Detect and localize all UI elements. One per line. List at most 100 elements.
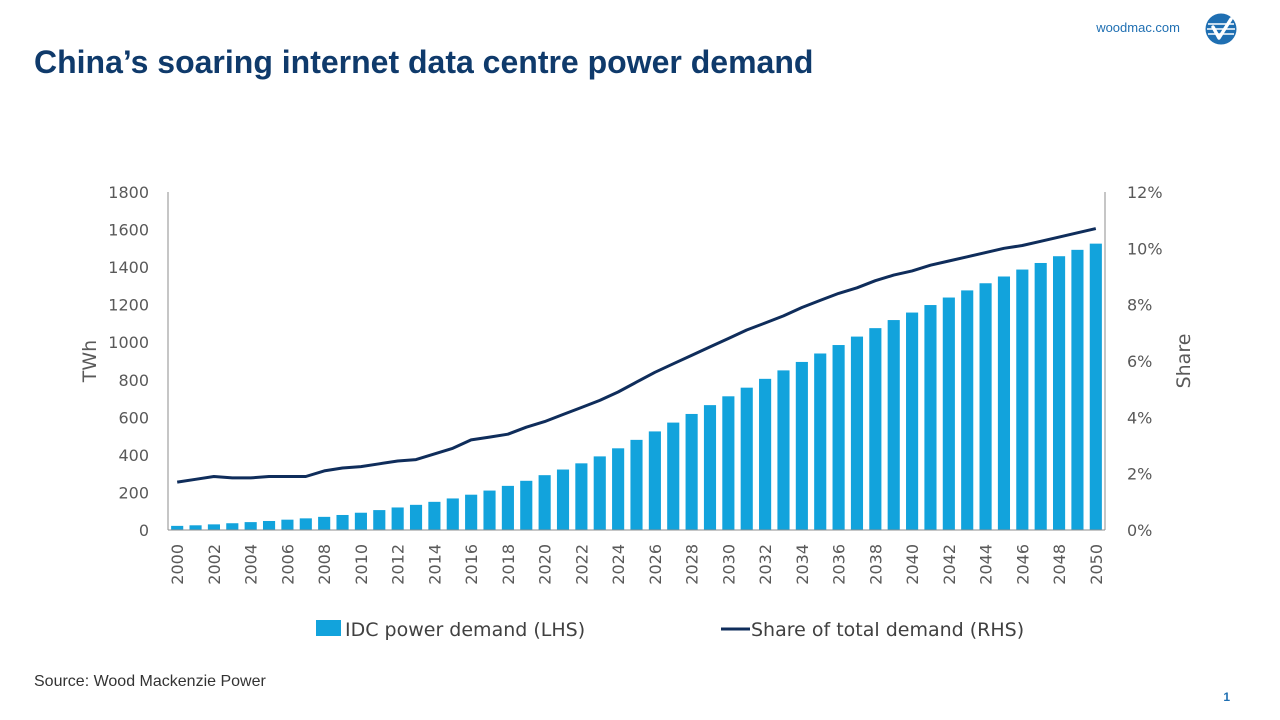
y-tick-label: 1800 [108, 183, 149, 202]
bar-2031 [740, 387, 753, 530]
bar-2004 [244, 522, 257, 530]
x-tick-label: 2036 [830, 544, 849, 585]
bar-2036 [832, 345, 845, 530]
bar-2002 [207, 524, 220, 530]
y-tick-label: 400 [118, 446, 149, 465]
y2-tick-label: 6% [1127, 352, 1152, 371]
x-tick-label: 2000 [168, 544, 187, 585]
bar-2040 [906, 312, 919, 530]
bar-2045 [997, 276, 1011, 530]
y2-axis-title: Share [1173, 334, 1195, 389]
bar-2047 [1034, 262, 1047, 530]
y-tick-label: 200 [118, 483, 149, 502]
bar-2030 [722, 396, 735, 530]
bar-2021 [556, 469, 570, 530]
bar-2039 [887, 320, 900, 530]
x-tick-label: 2044 [977, 544, 996, 585]
y2-tick-label: 2% [1127, 465, 1152, 484]
bar-2018 [501, 485, 514, 530]
y-axis-title: TWh [79, 340, 101, 383]
bar-2011 [373, 510, 386, 530]
bar-2010 [354, 512, 367, 530]
bar-2043 [961, 290, 974, 530]
bar-2017 [483, 490, 496, 530]
x-tick-label: 2018 [499, 544, 518, 585]
bar-2007 [299, 518, 312, 530]
demand-chart: 0 200 400 600 800 1000 1200 1400 1600 1800 0% 2% 4% 6… [79, 183, 1195, 641]
bar-2023 [593, 456, 606, 530]
x-tick-label: 2004 [242, 544, 261, 585]
bar-2000 [171, 525, 184, 530]
bar-2026 [648, 431, 661, 530]
y2-tick-label: 4% [1127, 408, 1152, 427]
bar-2008 [318, 516, 331, 530]
x-tick-label: 2038 [866, 544, 885, 585]
legend-label-bar: IDC power demand (LHS) [345, 619, 585, 641]
bar-2044 [979, 283, 992, 530]
bar-2019 [520, 480, 533, 530]
bar-2016 [465, 494, 478, 530]
bar-2005 [262, 520, 276, 530]
bar-2042 [942, 297, 955, 530]
bar-2048 [1053, 256, 1066, 530]
source-note: Source: Wood Mackenzie Power [34, 673, 266, 690]
bar-2020 [538, 475, 551, 530]
page-title: China’s soaring internet data centre pow… [34, 44, 814, 80]
bar-2032 [759, 378, 772, 530]
y-tick-label: 0 [139, 521, 149, 540]
bar-2034 [795, 361, 808, 530]
x-tick-label: 2020 [536, 544, 555, 585]
x-tick-label: 2012 [389, 544, 408, 585]
bar-2012 [391, 507, 404, 530]
bar-2015 [446, 498, 459, 530]
bar-2033 [777, 370, 790, 530]
tick-labels: 0 200 400 600 800 1000 1200 1400 1600 1800 0% 2% 4% 6… [108, 183, 1162, 585]
brand-url[interactable]: woodmac.com [1096, 20, 1180, 35]
bar-2046 [1016, 269, 1029, 530]
y-tick-label: 1600 [108, 221, 149, 240]
bar-2038 [869, 328, 882, 530]
bar-2014 [428, 501, 441, 530]
wood-mackenzie-logo-icon [1205, 13, 1237, 45]
bar-2041 [924, 305, 937, 530]
bar-series [171, 243, 1102, 530]
bar-2022 [575, 463, 588, 530]
bar-2024 [612, 448, 625, 530]
x-tick-label: 2006 [278, 544, 297, 585]
bar-2006 [281, 519, 294, 530]
x-tick-label: 2010 [352, 544, 371, 585]
x-tick-label: 2046 [1013, 544, 1032, 585]
y-tick-label: 1400 [108, 258, 149, 277]
bar-2001 [189, 525, 202, 530]
x-tick-label: 2032 [756, 544, 775, 585]
chart-legend: IDC power demand (LHS) Share of total de… [316, 619, 1024, 641]
x-tick-label: 2022 [572, 544, 591, 585]
x-tick-label: 2040 [903, 544, 922, 585]
y-tick-label: 800 [118, 371, 149, 390]
y2-tick-label: 0% [1127, 521, 1152, 540]
y-tick-label: 1200 [108, 296, 149, 315]
page-number: 1 [1223, 690, 1230, 704]
bar-2009 [336, 514, 349, 530]
y-tick-label: 1000 [108, 333, 149, 352]
x-tick-label: 2016 [462, 544, 481, 585]
bar-2050 [1089, 243, 1102, 530]
y2-tick-label: 12% [1127, 183, 1163, 202]
y2-tick-label: 8% [1127, 296, 1152, 315]
x-tick-label: 2042 [940, 544, 959, 585]
bar-2003 [226, 523, 239, 530]
bar-2013 [409, 504, 423, 530]
line-series-layer [176, 227, 1097, 484]
x-tick-label: 2002 [205, 544, 224, 585]
x-tick-label: 2028 [683, 544, 702, 585]
x-tick-label: 2034 [793, 544, 812, 585]
bar-2027 [667, 422, 680, 530]
bar-2029 [703, 405, 717, 530]
bar-2028 [685, 413, 698, 530]
y2-tick-label: 10% [1127, 239, 1163, 258]
legend-label-line: Share of total demand (RHS) [751, 619, 1024, 641]
x-tick-label: 2014 [425, 544, 444, 585]
x-tick-label: 2050 [1087, 544, 1106, 585]
x-tick-label: 2008 [315, 544, 334, 585]
legend-swatch-bar [316, 620, 341, 636]
